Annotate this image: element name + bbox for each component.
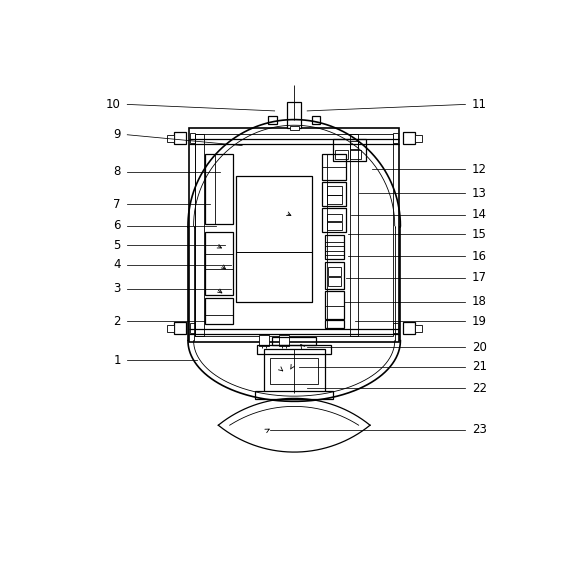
Bar bbox=[402, 132, 414, 144]
Bar bbox=[257, 345, 331, 354]
Bar bbox=[190, 133, 195, 144]
Bar bbox=[324, 291, 344, 319]
Text: 17: 17 bbox=[472, 271, 487, 284]
Bar bbox=[323, 182, 346, 206]
Bar bbox=[333, 139, 366, 161]
Bar bbox=[324, 235, 344, 259]
Bar bbox=[312, 116, 320, 124]
Bar bbox=[189, 128, 399, 342]
Bar bbox=[174, 322, 186, 334]
Bar bbox=[335, 150, 348, 159]
Bar bbox=[270, 358, 318, 384]
Text: 11: 11 bbox=[472, 98, 487, 111]
Text: 9: 9 bbox=[113, 128, 121, 141]
Bar bbox=[273, 337, 316, 345]
Text: 20: 20 bbox=[472, 341, 487, 354]
Bar bbox=[323, 154, 346, 180]
Bar bbox=[205, 233, 232, 295]
Bar bbox=[324, 320, 344, 328]
Bar bbox=[324, 262, 344, 289]
Text: 23: 23 bbox=[472, 423, 487, 436]
Text: 8: 8 bbox=[114, 165, 121, 178]
Text: 13: 13 bbox=[472, 187, 487, 200]
Bar bbox=[195, 134, 204, 336]
Text: 10: 10 bbox=[106, 98, 121, 111]
Text: 15: 15 bbox=[472, 228, 487, 241]
Text: 14: 14 bbox=[472, 208, 487, 221]
Bar bbox=[327, 213, 342, 221]
Bar bbox=[393, 323, 398, 333]
Bar bbox=[264, 349, 324, 393]
Text: 21: 21 bbox=[472, 360, 487, 373]
Bar bbox=[350, 141, 358, 149]
Bar bbox=[402, 322, 414, 334]
Text: 22: 22 bbox=[472, 382, 487, 395]
Text: 19: 19 bbox=[472, 315, 487, 328]
Text: 18: 18 bbox=[472, 295, 487, 308]
Bar bbox=[279, 335, 289, 346]
Bar bbox=[393, 133, 398, 144]
Text: 3: 3 bbox=[114, 282, 121, 295]
Bar bbox=[166, 325, 174, 332]
Bar bbox=[350, 150, 360, 159]
Bar bbox=[255, 391, 333, 399]
Text: 6: 6 bbox=[113, 220, 121, 233]
Bar bbox=[268, 116, 277, 124]
Text: 7: 7 bbox=[113, 198, 121, 211]
Bar bbox=[236, 176, 312, 302]
Text: 2: 2 bbox=[113, 315, 121, 328]
Bar bbox=[323, 208, 346, 233]
Bar bbox=[414, 325, 422, 332]
Bar bbox=[328, 267, 340, 276]
Bar bbox=[205, 298, 232, 324]
Bar bbox=[166, 135, 174, 142]
Bar bbox=[195, 134, 393, 336]
Text: 1: 1 bbox=[113, 354, 121, 367]
Bar bbox=[259, 335, 269, 346]
Bar bbox=[190, 323, 195, 333]
Bar bbox=[350, 134, 358, 336]
Text: 5: 5 bbox=[114, 239, 121, 252]
Bar bbox=[236, 252, 312, 302]
Bar bbox=[327, 186, 342, 195]
Bar bbox=[328, 278, 340, 286]
Bar bbox=[414, 135, 422, 142]
Text: 16: 16 bbox=[472, 249, 487, 262]
Text: 12: 12 bbox=[472, 163, 487, 176]
Bar bbox=[287, 102, 301, 128]
Bar bbox=[327, 195, 342, 204]
Text: 4: 4 bbox=[113, 258, 121, 271]
Bar bbox=[290, 126, 298, 131]
Bar bbox=[174, 132, 186, 144]
Bar bbox=[205, 154, 232, 224]
Bar bbox=[327, 222, 342, 230]
